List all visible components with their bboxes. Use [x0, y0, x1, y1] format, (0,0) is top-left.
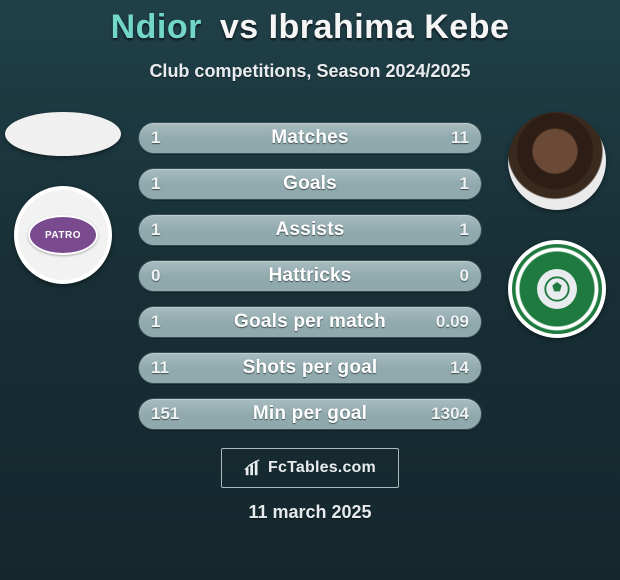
stat-label: Matches: [271, 127, 348, 149]
stat-value-right: 1: [460, 220, 469, 240]
date-text: 11 march 2025: [0, 502, 620, 523]
player2-club-badge: [508, 240, 606, 338]
stat-label: Hattricks: [268, 265, 351, 287]
stat-label: Assists: [276, 219, 345, 241]
footer-brand-text: FcTables.com: [268, 459, 376, 477]
stat-value-left: 151: [151, 404, 179, 424]
stat-value-right: 0: [460, 266, 469, 286]
stat-label: Goals per match: [234, 311, 386, 333]
stat-value-right: 11: [451, 128, 469, 148]
stat-value-right: 1: [460, 174, 469, 194]
player1-avatar: [5, 112, 121, 156]
patro-badge-text: PATRO: [45, 230, 81, 241]
subtitle: Club competitions, Season 2024/2025: [0, 61, 620, 82]
patro-badge-inner: PATRO: [28, 215, 98, 255]
stat-row: 1 Matches 11: [138, 122, 482, 154]
stat-value-right: 0.09: [436, 312, 469, 332]
stat-value-left: 1: [151, 174, 160, 194]
soccer-ball-icon: [543, 275, 571, 303]
stat-label: Shots per goal: [243, 357, 378, 379]
stat-row: 1 Goals 1: [138, 168, 482, 200]
stat-bars: 1 Matches 11 1 Goals 1 1 Assists 1 0 Hat…: [138, 122, 482, 430]
stat-value-left: 11: [151, 358, 169, 378]
right-column: [498, 112, 616, 338]
title-vs-player2: vs Ibrahima Kebe: [220, 8, 510, 46]
title-player1: Ndior: [111, 8, 202, 46]
player1-club-badge: PATRO: [14, 186, 112, 284]
stat-value-left: 1: [151, 220, 160, 240]
title-player2: Ibrahima Kebe: [269, 8, 510, 46]
lommel-badge-inner: [537, 269, 577, 309]
stat-row: 1 Assists 1: [138, 214, 482, 246]
stat-row: 11 Shots per goal 14: [138, 352, 482, 384]
stat-value-left: 1: [151, 312, 160, 332]
page-title: Ndior vs Ibrahima Kebe: [0, 0, 620, 47]
title-vs: vs: [220, 8, 259, 46]
stat-value-right: 1304: [431, 404, 469, 424]
stat-label: Goals: [283, 173, 337, 195]
left-column: PATRO: [4, 112, 122, 284]
stat-value-right: 14: [450, 358, 469, 378]
stat-value-left: 1: [151, 128, 160, 148]
bar-chart-icon: [244, 459, 262, 477]
stat-row: 0 Hattricks 0: [138, 260, 482, 292]
stat-value-left: 0: [151, 266, 160, 286]
content-root: Ndior vs Ibrahima Kebe Club competitions…: [0, 0, 620, 580]
stat-row: 1 Goals per match 0.09: [138, 306, 482, 338]
stat-row: 151 Min per goal 1304: [138, 398, 482, 430]
footer-brand: FcTables.com: [221, 448, 399, 488]
stat-label: Min per goal: [253, 403, 367, 425]
player2-avatar: [508, 112, 606, 210]
